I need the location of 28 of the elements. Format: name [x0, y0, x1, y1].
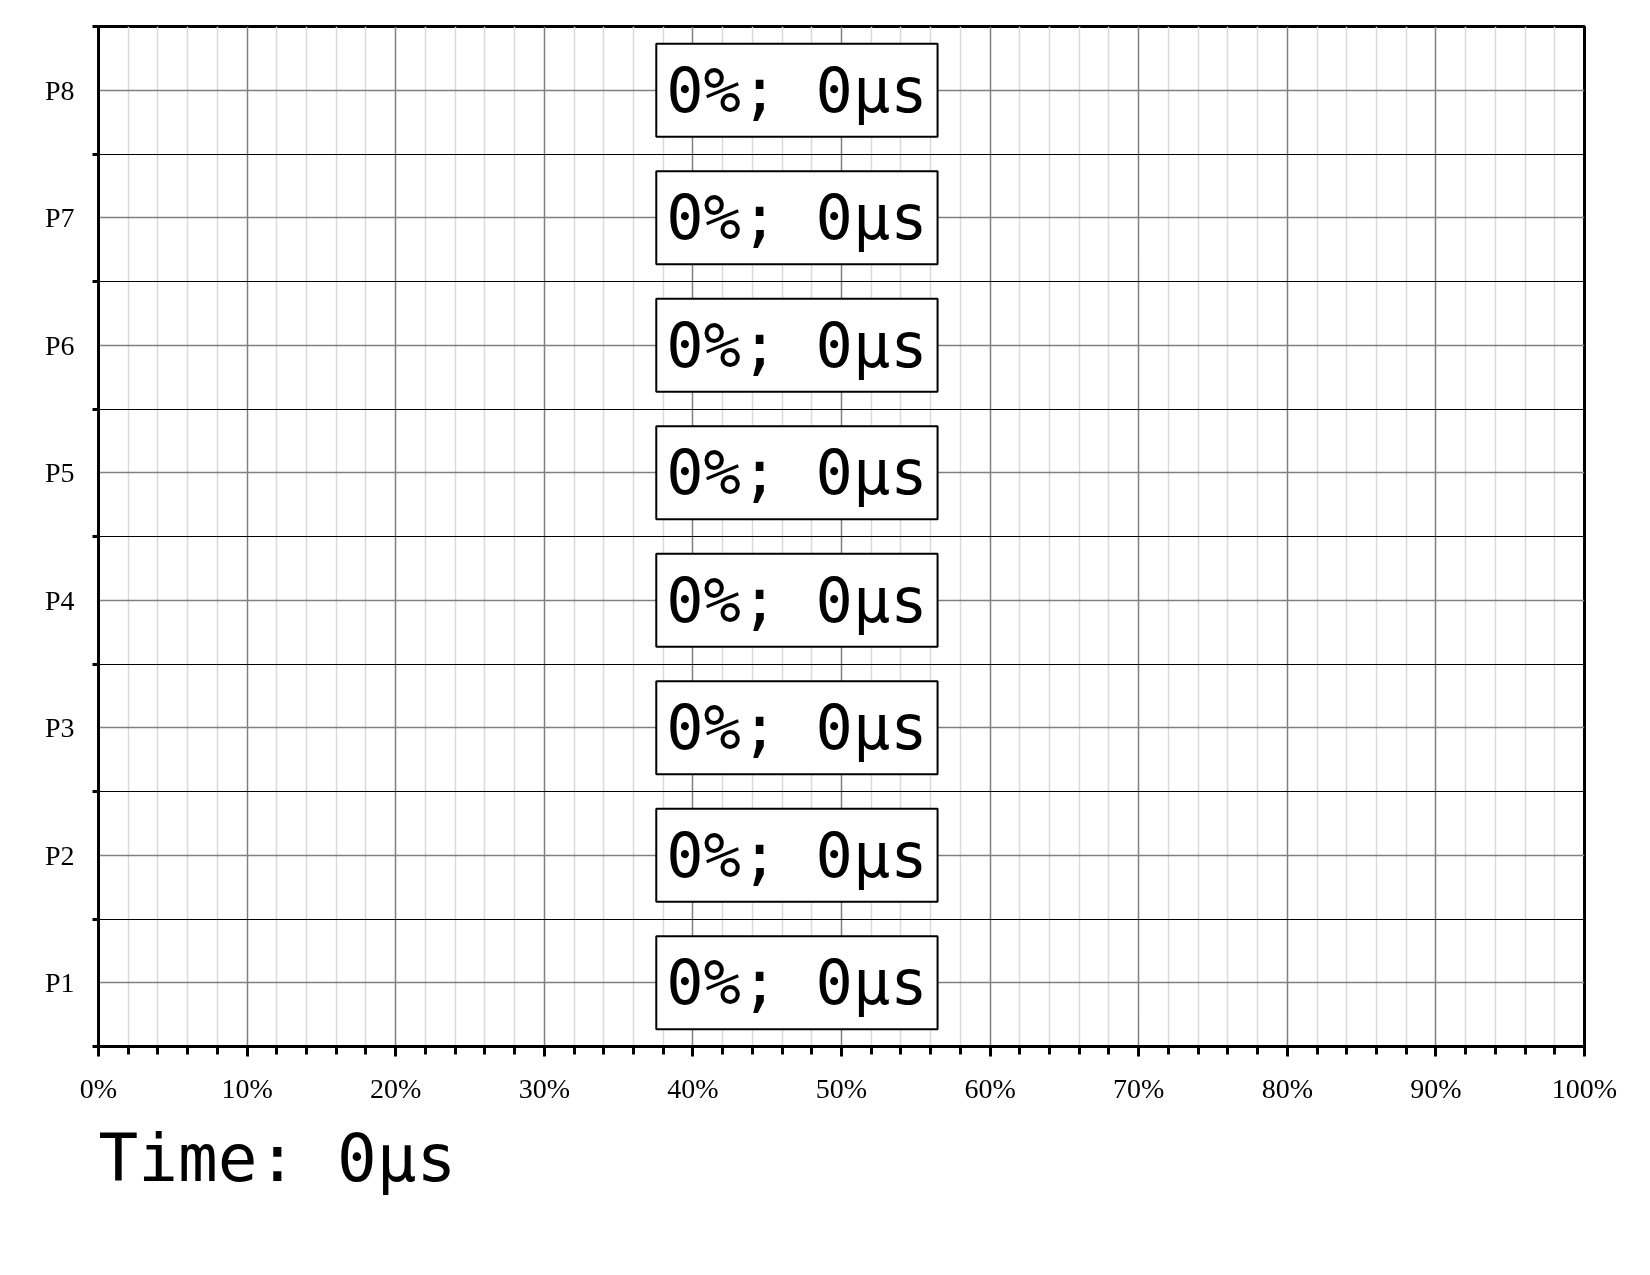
x-tick-label: 20% — [370, 1072, 422, 1104]
y-tick-label: P6 — [44, 329, 75, 361]
data-label: 0%; 0μs — [666, 946, 928, 1020]
y-tick-label: P5 — [44, 457, 75, 489]
data-label: 0%; 0μs — [666, 53, 928, 127]
x-tick-label: 90% — [1410, 1072, 1462, 1104]
y-tick-label: P7 — [44, 202, 75, 234]
data-label: 0%; 0μs — [666, 181, 928, 255]
x-tick-label: 30% — [518, 1072, 570, 1104]
x-tick-label: 80% — [1261, 1072, 1313, 1104]
data-label: 0%; 0μs — [666, 563, 928, 637]
x-tick-label: 100% — [1551, 1072, 1618, 1104]
data-label: 0%; 0μs — [666, 691, 928, 765]
x-tick-label: 10% — [221, 1072, 273, 1104]
x-tick-label: 40% — [667, 1072, 719, 1104]
x-tick-label: 50% — [815, 1072, 868, 1104]
data-label: 0%; 0μs — [666, 818, 928, 892]
y-tick-label: P8 — [44, 74, 75, 106]
text: Time: 0μs — [98, 1119, 457, 1197]
x-tick-label: 70% — [1113, 1072, 1165, 1104]
y-tick-label: P4 — [44, 584, 75, 616]
x-tick-label: 0% — [79, 1072, 118, 1104]
y-tick-label: P2 — [44, 839, 75, 871]
data-label: 0%; 0μs — [666, 436, 928, 510]
x-tick-label: 60% — [964, 1072, 1016, 1104]
y-tick-label: P1 — [44, 967, 75, 999]
y-tick-label: P3 — [44, 712, 75, 744]
data-label: 0%; 0μs — [666, 308, 928, 382]
